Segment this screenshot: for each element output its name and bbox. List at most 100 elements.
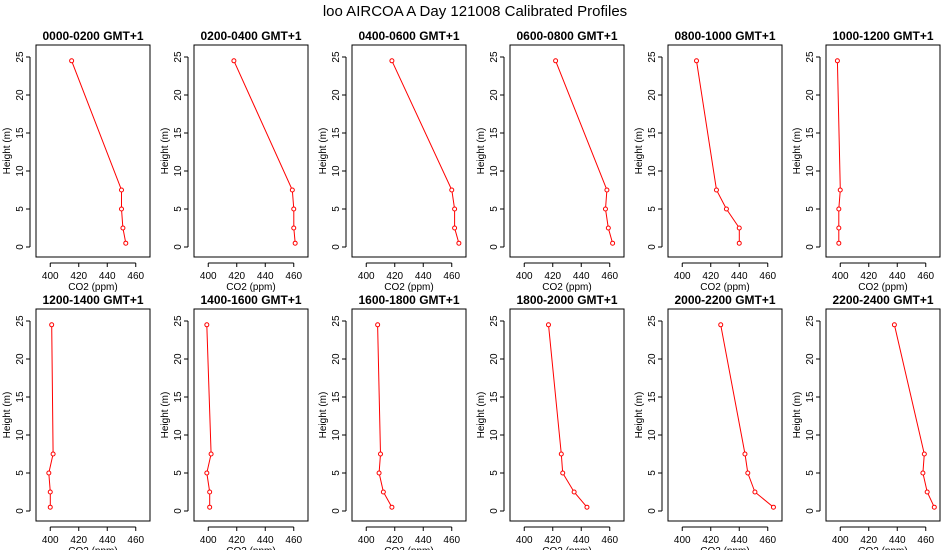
x-tick-label: 460 (601, 271, 618, 282)
data-point (207, 489, 213, 495)
y-tick-label: 25 (805, 315, 816, 327)
y-tick-label: 25 (489, 315, 500, 327)
y-tick-label: 5 (489, 206, 500, 212)
x-axis-label: CO2 (ppm) (384, 282, 433, 293)
data-point (891, 322, 897, 328)
x-tick-label: 440 (415, 271, 432, 282)
x-tick-label: 440 (573, 535, 590, 546)
x-tick-label: 440 (573, 271, 590, 282)
data-point (452, 206, 458, 212)
panel: 0400-0600 GMT+1 400 420 440 460 CO2 (ppm) 0 5 10… (318, 29, 467, 293)
x-tick-label: 460 (285, 535, 302, 546)
y-axis-label: Height (m) (2, 392, 13, 439)
x-tick-label: 400 (516, 535, 533, 546)
x-tick-label: 420 (544, 271, 561, 282)
y-tick-label: 25 (331, 315, 342, 327)
panel-title: 0800-1000 GMT+1 (674, 29, 775, 43)
data-point (571, 489, 577, 495)
x-tick-label: 420 (386, 271, 403, 282)
plot-frame (351, 308, 467, 522)
data-point (723, 206, 729, 212)
data-point (921, 451, 927, 457)
data-point (208, 451, 214, 457)
x-tick-label: 420 (860, 271, 877, 282)
y-tick-label: 15 (173, 391, 184, 403)
x-tick-label: 440 (257, 271, 274, 282)
y-tick-label: 0 (489, 244, 500, 250)
x-axis-label: CO2 (ppm) (226, 546, 275, 550)
x-axis-label: CO2 (ppm) (68, 546, 117, 550)
plot-frame (35, 44, 151, 258)
x-tick-label: 420 (860, 535, 877, 546)
data-point (389, 504, 395, 510)
y-tick-label: 0 (15, 244, 26, 250)
data-point (49, 322, 55, 328)
panel: 2200-2400 GMT+1 400 420 440 460 CO2 (ppm) 0 5 10… (792, 293, 941, 550)
data-point (924, 489, 930, 495)
y-tick-label: 20 (173, 353, 184, 365)
data-point (553, 58, 559, 64)
y-axis-label: Height (m) (318, 392, 329, 439)
y-tick-label: 5 (647, 206, 658, 212)
data-point (120, 225, 126, 231)
y-tick-label: 0 (173, 244, 184, 250)
x-tick-label: 400 (516, 271, 533, 282)
plot-frame (825, 44, 941, 258)
x-tick-label: 400 (200, 271, 217, 282)
x-axis-label: CO2 (ppm) (226, 282, 275, 293)
y-tick-label: 15 (489, 391, 500, 403)
y-tick-label: 20 (647, 89, 658, 101)
y-tick-label: 5 (489, 470, 500, 476)
y-tick-label: 15 (331, 391, 342, 403)
data-point (694, 58, 699, 64)
data-point (931, 504, 937, 510)
y-axis-label: Height (m) (792, 392, 803, 439)
data-point (584, 504, 590, 510)
data-point (742, 451, 748, 457)
x-tick-label: 420 (702, 271, 719, 282)
y-tick-label: 25 (647, 315, 658, 327)
data-point (834, 58, 840, 64)
plot-frame (35, 308, 151, 522)
data-point (207, 504, 213, 510)
x-tick-label: 420 (228, 535, 245, 546)
x-tick-label: 420 (228, 271, 245, 282)
y-tick-label: 0 (173, 508, 184, 514)
y-tick-label: 20 (331, 89, 342, 101)
data-point (836, 225, 842, 231)
data-point (204, 470, 210, 476)
plot-frame (509, 308, 625, 522)
data-point (123, 240, 129, 246)
panel: 2000-2200 GMT+1 400 420 440 460 CO2 (ppm) 0 5 10… (634, 293, 783, 550)
y-tick-label: 25 (489, 51, 500, 63)
y-tick-label: 5 (15, 206, 26, 212)
x-tick-label: 420 (386, 535, 403, 546)
data-point (119, 187, 124, 193)
data-point (47, 504, 53, 510)
x-tick-label: 400 (832, 271, 849, 282)
plot-frame (825, 308, 941, 522)
y-tick-label: 10 (331, 165, 342, 177)
x-axis-label: CO2 (ppm) (68, 282, 117, 293)
y-axis-label: Height (m) (160, 128, 171, 175)
data-point (836, 206, 842, 212)
x-tick-label: 420 (70, 535, 87, 546)
y-axis-label: Height (m) (634, 128, 645, 175)
data-point (289, 187, 295, 193)
y-tick-label: 20 (489, 89, 500, 101)
y-tick-label: 5 (331, 206, 342, 212)
x-axis-label: CO2 (ppm) (858, 546, 907, 550)
data-point (291, 225, 297, 231)
y-tick-label: 15 (331, 127, 342, 139)
y-tick-label: 5 (331, 470, 342, 476)
data-point (718, 322, 724, 328)
panel-title: 0600-0800 GMT+1 (516, 29, 617, 43)
y-tick-label: 0 (805, 244, 816, 250)
x-tick-label: 440 (99, 271, 116, 282)
data-point (610, 240, 616, 246)
x-tick-label: 460 (917, 271, 934, 282)
panel: 1600-1800 GMT+1 400 420 440 460 CO2 (ppm) 0 5 10… (318, 293, 467, 550)
y-tick-label: 0 (331, 244, 342, 250)
data-point (558, 451, 564, 457)
data-point (602, 206, 608, 212)
